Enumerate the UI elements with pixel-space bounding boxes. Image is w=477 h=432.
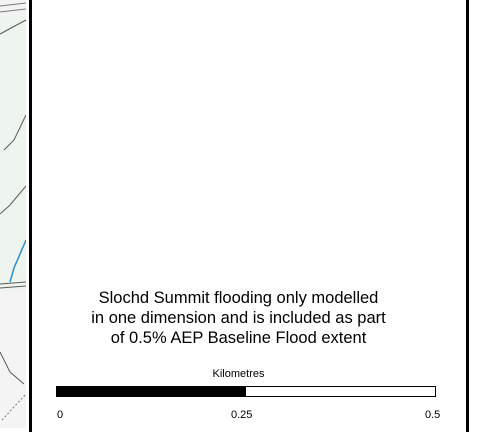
scale-tick-label: 0.25 <box>231 409 253 421</box>
basemap-strip <box>0 0 26 428</box>
scale-tick-label: 0.5 <box>425 409 441 421</box>
boundary-line <box>0 185 26 215</box>
map-note: Slochd Summit flooding only modelled in … <box>0 288 477 348</box>
boundary-line <box>0 285 26 289</box>
scale-tick-label: 0 <box>57 409 64 421</box>
basemap-road-area <box>0 0 26 16</box>
scale-units-label: Kilometres <box>212 368 265 380</box>
map-note-line: Slochd Summit flooding only modelled <box>98 289 379 307</box>
basemap-lines <box>0 0 26 428</box>
boundary-line <box>0 351 25 385</box>
boundary-line <box>0 19 26 35</box>
map-legend-panel <box>29 0 469 432</box>
scale-bar-filled-segment <box>57 387 246 396</box>
map-note-line: in one dimension and is included as part <box>91 309 386 327</box>
map-note-line: of 0.5% AEP Baseline Flood extent <box>110 329 367 347</box>
basemap-open-land <box>0 290 26 428</box>
basemap-road-line <box>0 2 26 7</box>
watercourse-line <box>9 239 26 283</box>
scale-bar <box>56 386 436 397</box>
basemap-road-line <box>0 8 26 13</box>
boundary-line <box>0 281 26 285</box>
footpath-line <box>1 393 26 421</box>
boundary-line <box>3 114 26 151</box>
